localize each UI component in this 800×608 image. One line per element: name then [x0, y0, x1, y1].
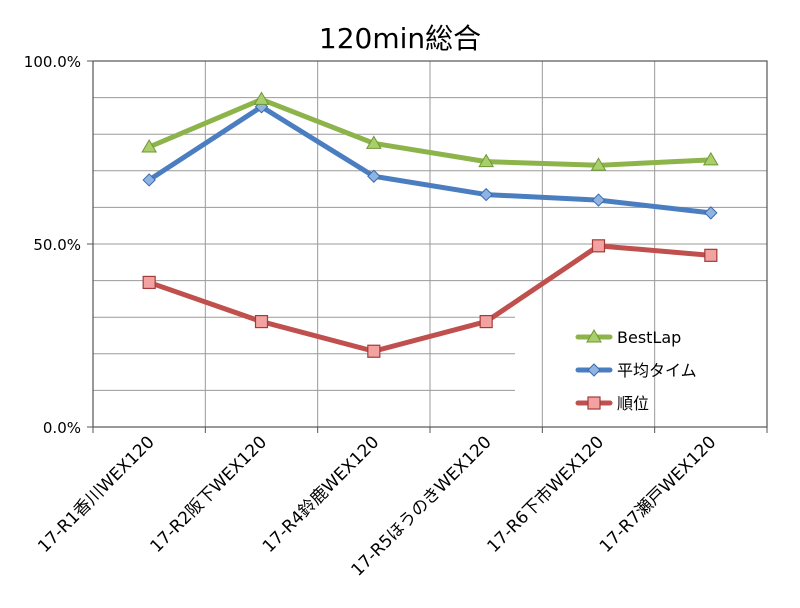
data-point: [591, 239, 606, 253]
data-point: [704, 206, 718, 220]
series-line: [146, 104, 714, 216]
data-point: [367, 169, 381, 183]
data-point: [254, 314, 269, 329]
grid: [93, 61, 767, 427]
data-point: [365, 135, 382, 149]
legend-marker: [587, 363, 601, 377]
data-point: [142, 275, 156, 290]
data-point: [367, 344, 381, 358]
data-point: [478, 153, 495, 168]
data-point: [590, 157, 607, 171]
legend-item: BestLap: [575, 328, 681, 347]
data-point: [253, 91, 270, 105]
series-0: [141, 91, 719, 171]
series-2: [142, 239, 718, 358]
series: [141, 91, 719, 358]
data-point: [591, 193, 606, 207]
legend-label: BestLap: [617, 328, 681, 347]
series-line: [146, 243, 714, 354]
data-point: [479, 314, 493, 329]
data-point: [142, 173, 156, 187]
y-tick-label: 100.0%: [24, 53, 81, 71]
data-point: [479, 187, 493, 202]
chart-title: 120min総合: [319, 22, 481, 55]
legend-marker: [586, 329, 602, 343]
series-line: [146, 96, 714, 168]
y-tick-label: 50.0%: [33, 236, 81, 254]
y-tick-label: 0.0%: [43, 419, 81, 437]
legend-item: 順位: [575, 394, 649, 413]
legend-item: 平均タイム: [575, 361, 697, 380]
legend-label: 順位: [617, 394, 649, 413]
legend-marker: [587, 396, 601, 410]
data-point: [704, 248, 718, 262]
legend-label: 平均タイム: [617, 361, 697, 380]
data-point: [141, 139, 158, 153]
data-point: [702, 151, 719, 166]
